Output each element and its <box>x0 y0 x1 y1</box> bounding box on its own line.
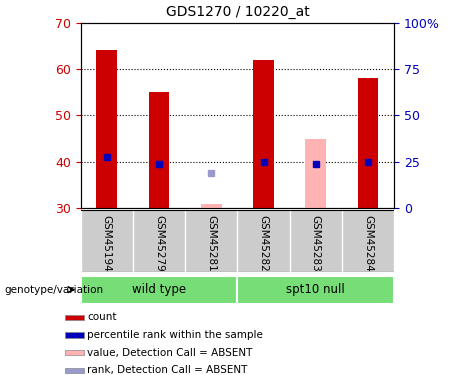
Text: wild type: wild type <box>132 283 186 296</box>
Bar <box>201 204 222 208</box>
Text: GSM45281: GSM45281 <box>206 215 216 272</box>
Text: rank, Detection Call = ABSENT: rank, Detection Call = ABSENT <box>88 365 248 375</box>
Bar <box>65 332 84 338</box>
Text: GSM45194: GSM45194 <box>102 215 112 272</box>
Text: percentile rank within the sample: percentile rank within the sample <box>88 330 263 340</box>
Text: spt10 null: spt10 null <box>286 283 345 296</box>
Bar <box>237 276 394 304</box>
Text: GSM45284: GSM45284 <box>363 215 373 272</box>
Bar <box>96 50 117 208</box>
Bar <box>65 315 84 320</box>
Text: GSM45282: GSM45282 <box>259 215 269 272</box>
Text: GSM45279: GSM45279 <box>154 215 164 272</box>
Text: count: count <box>88 312 117 322</box>
Bar <box>65 368 84 373</box>
Text: value, Detection Call = ABSENT: value, Detection Call = ABSENT <box>88 348 253 358</box>
Bar <box>253 60 274 208</box>
Bar <box>148 92 170 208</box>
Text: GSM45283: GSM45283 <box>311 215 321 272</box>
Title: GDS1270 / 10220_at: GDS1270 / 10220_at <box>165 5 309 19</box>
Text: genotype/variation: genotype/variation <box>5 285 104 295</box>
Bar <box>305 138 326 208</box>
Bar <box>81 276 237 304</box>
Bar <box>65 350 84 355</box>
Bar <box>358 78 378 208</box>
